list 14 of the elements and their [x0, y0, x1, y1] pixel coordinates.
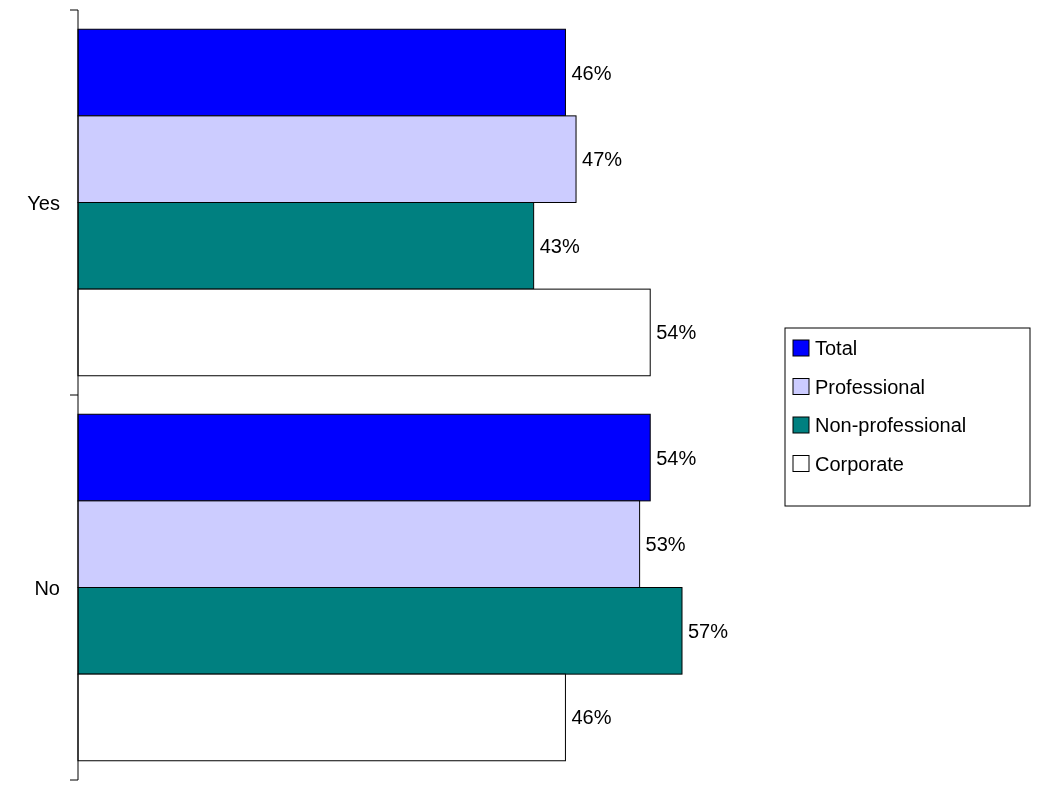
legend-label: Corporate — [815, 452, 904, 475]
y-tick-label: Yes — [27, 191, 60, 214]
y-tick-label: No — [34, 576, 60, 599]
data-label: 54% — [656, 321, 697, 344]
legend-label: Professional — [815, 375, 926, 398]
data-label: 46% — [571, 706, 612, 729]
legend-label: Non-professional — [815, 414, 967, 436]
data-label: 53% — [645, 533, 686, 556]
data-label: 47% — [582, 148, 623, 171]
legend-label: Total — [815, 337, 858, 359]
data-label: 43% — [539, 234, 580, 257]
data-label: 46% — [571, 61, 612, 84]
data-label: 57% — [688, 619, 729, 642]
data-label: 54% — [656, 446, 697, 469]
